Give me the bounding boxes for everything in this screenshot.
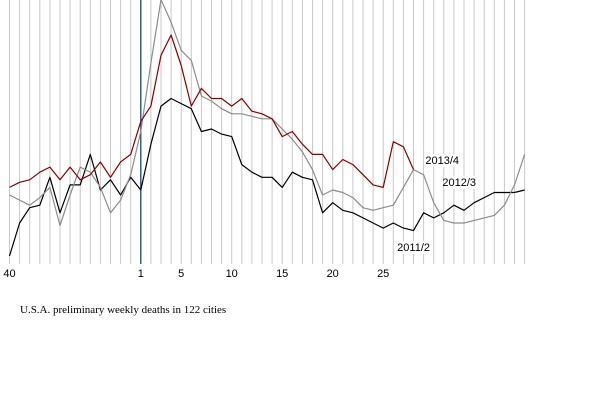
series-line-2011-2 [8,97,525,257]
series-lines [8,0,526,257]
x-tick-label: 15 [276,268,288,280]
series-line-2013-4 [9,34,415,188]
series-line-2012-3 [9,0,526,227]
chart-caption: U.S.A. preliminary weekly deaths in 122 … [20,304,227,316]
series-label-background [427,154,461,167]
series-label-2012-3: 2012/3 [442,177,476,189]
series-label-background [398,241,432,254]
x-tick-label: 1 [138,268,144,280]
x-tick-label: 10 [226,268,238,280]
x-tick-label: 40 [3,268,15,280]
week-gridlines [9,0,526,264]
series-labels: 2011/2 2012/3 2013/4 [397,154,478,254]
series-label-2011-2: 2011/2 [397,242,430,254]
series-label-background [444,176,478,189]
x-tick-label: 5 [178,268,184,280]
series-label-2013-4: 2013/4 [425,155,459,167]
x-tick-label: 20 [327,268,339,280]
x-axis-tick-labels: 40 1 5 10 15 20 25 [3,268,389,280]
x-tick-label: 25 [377,268,389,280]
